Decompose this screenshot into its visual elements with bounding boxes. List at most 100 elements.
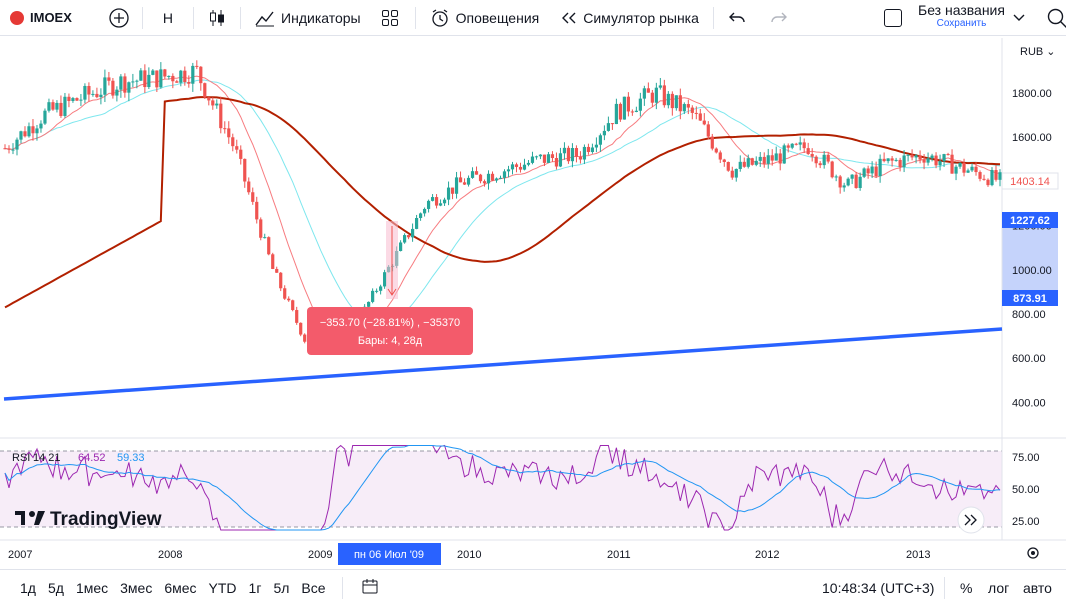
calendar-icon: [362, 579, 378, 594]
templates-button[interactable]: [381, 0, 399, 36]
rsi-legend[interactable]: RSI 14 21 64.52 59.33: [12, 452, 145, 464]
double-chevron-right-icon: [964, 514, 977, 526]
candle-body: [830, 161, 834, 178]
candle-body: [834, 176, 838, 178]
candle-body: [706, 124, 710, 137]
chevron-down-icon: [1013, 14, 1025, 21]
candle-body: [482, 181, 487, 184]
candle-body: [842, 185, 846, 188]
range-button[interactable]: YTD: [208, 579, 237, 596]
candle-body: [714, 148, 718, 153]
candle-body: [534, 156, 539, 158]
scroll-to-realtime-button[interactable]: [957, 506, 985, 534]
time-tick-label: 2009: [308, 549, 332, 561]
range-button[interactable]: 5д: [47, 579, 64, 596]
candle-body: [91, 93, 95, 95]
range-button[interactable]: 6мес: [164, 579, 197, 596]
redo-icon: [771, 12, 787, 22]
candle-body: [442, 199, 447, 204]
currency-selector[interactable]: RUB ⌄: [1020, 46, 1056, 58]
go-to-date-button[interactable]: [361, 577, 379, 598]
range-button[interactable]: 1мес: [75, 579, 109, 596]
candle-body: [666, 93, 670, 106]
candle-body: [810, 154, 814, 157]
candle-body: [858, 176, 862, 188]
candle-body: [271, 254, 275, 269]
time-axis[interactable]: 2007 2008 2009 2010 2011 2012 2013: [8, 549, 930, 561]
ema-red-line: [4, 75, 1001, 346]
chart-type-button[interactable]: [208, 0, 226, 36]
layout-name-button[interactable]: Без названия Сохранить: [918, 2, 1005, 30]
trendline[interactable]: [3, 327, 1003, 401]
clock-button[interactable]: 10:48:34 (UTC+3): [822, 580, 934, 596]
candle-body: [223, 128, 227, 130]
layout-checkbox[interactable]: [884, 0, 902, 36]
range-button[interactable]: 3мес: [120, 579, 153, 596]
candle-body: [438, 203, 443, 206]
search-button[interactable]: [1046, 0, 1066, 36]
candle-body: [399, 242, 403, 251]
candle-body: [379, 286, 383, 291]
candle-body: [938, 161, 942, 166]
candle-body: [458, 177, 463, 183]
candle-body: [147, 74, 151, 88]
range-button[interactable]: 1д: [20, 579, 36, 596]
compare-button[interactable]: [108, 0, 130, 36]
symbol-search-button[interactable]: IMOEX: [0, 0, 72, 36]
candle-body: [191, 65, 195, 84]
save-link[interactable]: Сохранить: [936, 18, 987, 30]
indicators-button[interactable]: Индикаторы: [255, 0, 361, 36]
candle-body: [187, 82, 191, 84]
candle-body: [958, 162, 962, 167]
candle-body: [375, 290, 379, 292]
replay-button[interactable]: Симулятор рынка: [561, 0, 699, 36]
interval-button[interactable]: Н: [163, 0, 173, 36]
candle-body: [934, 155, 938, 166]
candle-body: [746, 158, 750, 167]
candle-body: [770, 155, 774, 161]
redo-button[interactable]: [770, 0, 788, 36]
candle-body: [814, 156, 818, 164]
candle-body: [930, 155, 934, 159]
undo-button[interactable]: [728, 0, 746, 36]
main-pane[interactable]: [0, 38, 1002, 436]
chart-canvas[interactable]: −353.70 (−28.81%) , −35370 Бары: 4, 28д …: [0, 38, 1066, 566]
candle-body: [151, 70, 155, 75]
candle-body: [782, 145, 786, 164]
alerts-button[interactable]: Оповещения: [430, 0, 539, 36]
search-icon: [1047, 8, 1066, 28]
candle-body: [774, 153, 778, 161]
candle-body: [926, 158, 930, 163]
candle-body: [558, 153, 563, 167]
candle-body: [606, 123, 610, 131]
candle-body: [902, 155, 906, 167]
candle-body: [47, 102, 51, 111]
range-top-label: 1227.62: [1010, 215, 1050, 227]
range-button[interactable]: 5л: [273, 579, 290, 596]
time-tick-label: 2013: [906, 549, 930, 561]
candle-body: [406, 235, 411, 238]
current-price-badge: [1001, 172, 1059, 190]
measure-arrowhead: [387, 288, 397, 296]
candle-body: [946, 154, 950, 156]
candle-body: [690, 107, 694, 113]
percent-toggle[interactable]: %: [960, 580, 972, 596]
range-button[interactable]: Все: [301, 579, 326, 596]
layout-menu-button[interactable]: [1013, 0, 1025, 36]
candle-body: [498, 177, 503, 179]
auto-toggle[interactable]: авто: [1023, 580, 1052, 596]
log-toggle[interactable]: лог: [988, 580, 1009, 596]
candle-body: [486, 173, 491, 184]
candle-body: [646, 88, 650, 93]
chart-area[interactable]: −353.70 (−28.81%) , −35370 Бары: 4, 28д …: [0, 38, 1066, 566]
chart-settings-button[interactable]: [1027, 547, 1039, 559]
range-button[interactable]: 1г: [248, 579, 262, 596]
candle-body: [886, 158, 890, 162]
candle-body: [287, 298, 291, 301]
candle-body: [259, 219, 263, 238]
candle-body: [195, 65, 199, 67]
candle-body: [99, 94, 103, 98]
crosshair-date: пн 06 Июл '09: [354, 549, 424, 561]
rsi-value2: 59.33: [117, 452, 145, 464]
sma-long-line: [4, 96, 1001, 309]
